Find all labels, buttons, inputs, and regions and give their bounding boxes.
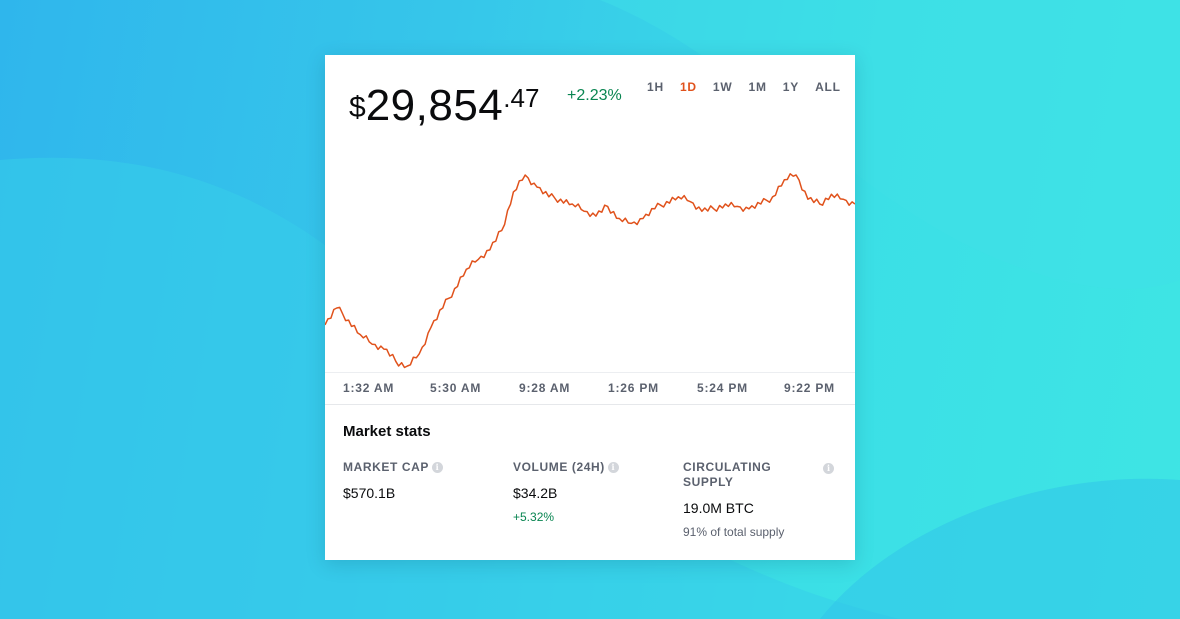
range-1y[interactable]: 1Y	[782, 80, 800, 94]
stat-market-cap: MARKET CAP i $570.1B	[343, 460, 443, 501]
price-main: 29,854	[365, 81, 504, 130]
range-1d[interactable]: 1D	[679, 80, 697, 94]
price-display: $29,854.47	[349, 81, 539, 131]
market-stats-title: Market stats	[343, 423, 431, 440]
stat-label-text: VOLUME (24H)	[513, 460, 605, 474]
range-1m[interactable]: 1M	[748, 80, 767, 94]
stat-label: MARKET CAP i	[343, 460, 443, 475]
stat-sub: +5.32%	[513, 510, 555, 524]
chart-axis-line	[325, 372, 855, 373]
time-tick-label: 9:28 AM	[519, 381, 571, 395]
stat-label-text: MARKET CAP	[343, 460, 429, 474]
price-cents: .47	[503, 83, 540, 113]
stat-value: $34.2B	[513, 485, 558, 501]
stat-sub: 91% of total supply	[683, 525, 785, 539]
info-icon[interactable]: i	[607, 462, 619, 474]
stat-volume: VOLUME (24H) i $34.2B +5.32%	[513, 460, 619, 524]
section-divider	[325, 404, 855, 405]
price-line	[325, 173, 855, 369]
stat-value: $570.1B	[343, 485, 396, 501]
stat-label: VOLUME (24H) i	[513, 460, 619, 475]
time-tick-label: 9:22 PM	[784, 381, 835, 395]
time-axis: 1:32 AM 5:30 AM 9:28 AM 1:26 PM 5:24 PM 9:22 …	[325, 381, 855, 397]
time-tick-label: 5:30 AM	[430, 381, 482, 395]
range-all[interactable]: ALL	[815, 80, 841, 94]
stat-label-text: CIRCULATING SUPPLY	[683, 460, 772, 489]
price-change: +2.23%	[567, 87, 622, 104]
time-tick-label: 1:32 AM	[343, 381, 395, 395]
stat-label: CIRCULATING SUPPLY	[683, 460, 793, 490]
info-icon[interactable]: i	[823, 463, 834, 474]
info-icon[interactable]: i	[432, 462, 443, 474]
stat-circulating-supply: CIRCULATING SUPPLY i 19.0M BTC 91% of to…	[683, 460, 834, 539]
range-1h[interactable]: 1H	[647, 80, 664, 94]
stat-value: 19.0M BTC	[683, 500, 754, 516]
time-tick-label: 5:24 PM	[697, 381, 748, 395]
time-range-selector: 1H 1D 1W 1M 1Y ALL	[639, 80, 849, 94]
price-chart[interactable]	[325, 163, 855, 378]
time-tick-label: 1:26 PM	[608, 381, 659, 395]
price-currency-symbol: $	[349, 91, 366, 124]
price-card: $29,854.47 +2.23% 1H 1D 1W 1M 1Y ALL 1:3…	[325, 55, 855, 560]
range-1w[interactable]: 1W	[712, 80, 733, 94]
